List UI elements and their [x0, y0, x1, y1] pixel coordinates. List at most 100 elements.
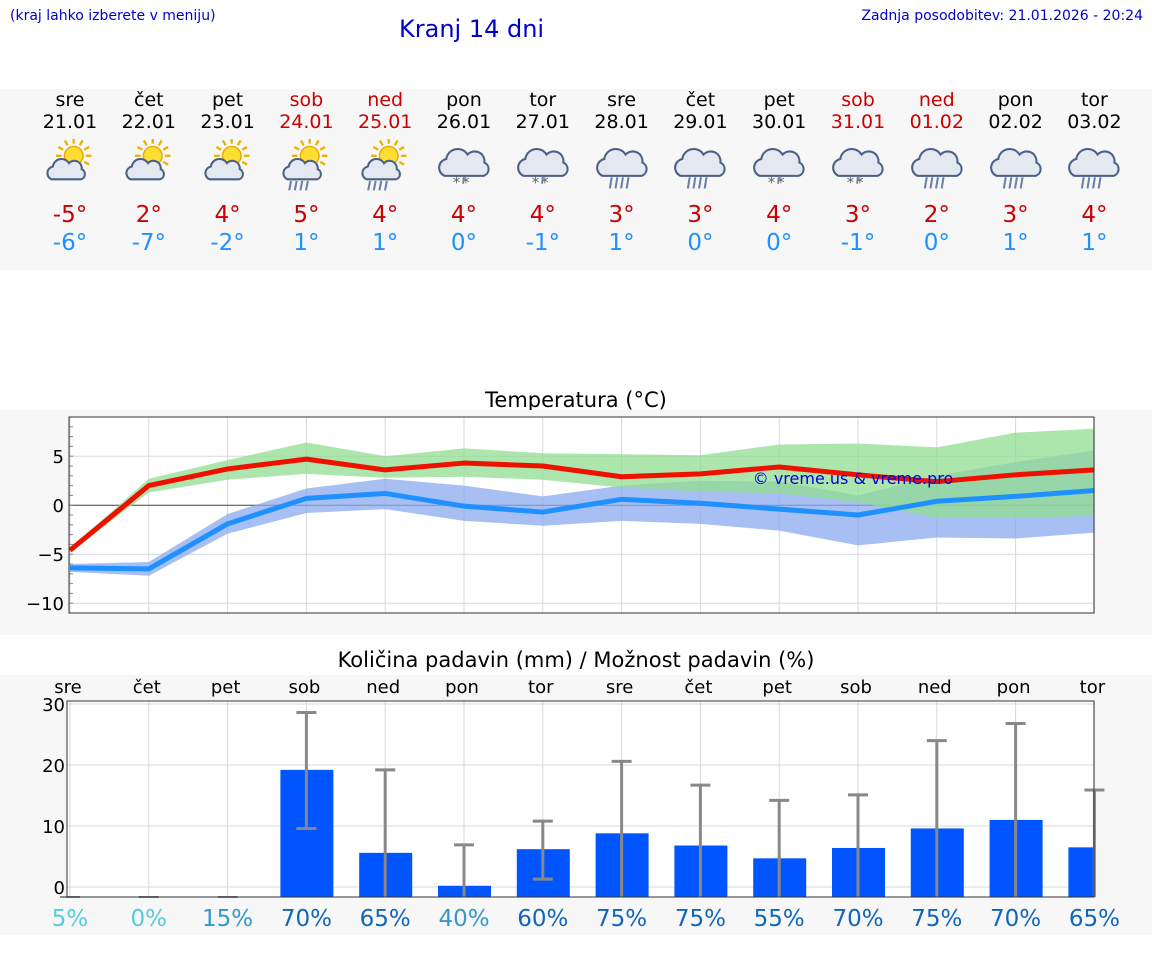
- sun-ray: [142, 139, 148, 146]
- day-date: 28.01: [594, 111, 649, 133]
- day-column: čet 22.01 2° -7°: [109, 89, 189, 257]
- temp-max: 3°: [844, 202, 872, 228]
- y-tick-label: −10: [26, 594, 64, 615]
- rain-drop: [614, 177, 618, 189]
- cloud-rain-icon: [1068, 148, 1121, 189]
- rain-drop: [305, 180, 310, 191]
- day-date: 23.01: [200, 111, 255, 133]
- rain-drop: [934, 177, 939, 189]
- cloud-rain-icon: [674, 148, 727, 189]
- day-label: pon: [445, 677, 479, 698]
- cloud-shape: [832, 148, 884, 177]
- day-date: 21.01: [42, 111, 98, 133]
- cloud-shape: [910, 148, 963, 177]
- day-date: 26.01: [436, 111, 492, 133]
- day-column: čet 29.01 3° 0°: [660, 89, 740, 257]
- day-date: 31.01: [830, 111, 886, 133]
- day-label: ned: [366, 677, 400, 698]
- day-name: tor: [1080, 89, 1108, 111]
- day-column: sre 28.01 3° 1°: [582, 89, 662, 257]
- temp-max: 4°: [450, 202, 478, 228]
- temp-max: 4°: [1081, 202, 1108, 228]
- forecast-strip: sre 21.01 -5° -6° čet 22.01 2° -7° pet 23.01 4° -2°…: [0, 89, 1152, 270]
- cloud-shape: [204, 157, 244, 181]
- day-column: sre 21.01 -5° -6°: [30, 89, 110, 257]
- rain-drop: [1092, 177, 1097, 189]
- region-hint: (kraj lahko izberete v meniju): [10, 8, 216, 24]
- sun-ray: [83, 145, 90, 151]
- rain-drop: [540, 176, 544, 184]
- cloud-shape: [361, 157, 402, 181]
- temp-min: -1°: [525, 230, 561, 256]
- temp-min: 0°: [766, 230, 793, 256]
- snow-flake: *: [532, 174, 540, 192]
- day-name: ned: [367, 89, 404, 111]
- rain-drop: [378, 180, 383, 191]
- day-date: 29.01: [673, 111, 728, 133]
- precip-probability: 70%: [990, 906, 1041, 932]
- sun-ray: [162, 145, 169, 151]
- rain-drop: [929, 177, 934, 189]
- day-name: sob: [841, 89, 875, 111]
- rain-drop: [687, 177, 692, 189]
- day-column: pet 23.01 4° -2°: [188, 89, 268, 257]
- rain-drop: [1008, 177, 1012, 189]
- precip-probability: 5%: [52, 906, 89, 932]
- rain-drop: [698, 177, 703, 189]
- day-label: pon: [997, 677, 1031, 698]
- plot-frame: [68, 416, 1095, 614]
- sun-ray: [136, 145, 143, 151]
- rain-drop: [940, 177, 945, 189]
- sun-ray: [221, 139, 227, 146]
- rain-drop: [1013, 177, 1018, 189]
- cloud-snow-icon: * *: [753, 148, 805, 192]
- temp-max: 4°: [372, 202, 399, 228]
- max-temp-line: [68, 456, 1095, 553]
- sun-ray: [241, 160, 248, 166]
- day-name: tor: [529, 89, 557, 111]
- rain-drop: [384, 180, 389, 191]
- day-date: 03.02: [1067, 111, 1122, 133]
- cloud-shape: [989, 148, 1042, 177]
- sun-ray: [83, 160, 90, 166]
- cloud-shape: [753, 148, 805, 177]
- sun-ray: [320, 145, 327, 151]
- rain-drop: [1081, 177, 1086, 189]
- y-tick-label: 20: [42, 756, 65, 777]
- temp-min: 1°: [293, 230, 320, 256]
- day-date: 02.02: [988, 111, 1043, 133]
- rain-drop: [1086, 177, 1091, 189]
- snow-flake: *: [777, 174, 785, 192]
- sun-ray: [315, 139, 321, 146]
- rain-drop: [1002, 177, 1007, 189]
- day-date: 25.01: [357, 111, 413, 133]
- cloud-rain-icon: [595, 148, 648, 189]
- temp-min: -2°: [210, 230, 245, 256]
- sun-ray: [157, 139, 163, 146]
- cloud-shape: [674, 148, 727, 177]
- temp-min: 0°: [923, 230, 950, 256]
- rain-drop: [692, 177, 697, 189]
- cloud-shape: [46, 157, 86, 181]
- precip-probability: 65%: [360, 906, 411, 932]
- day-column: sob 31.01 * * 3° -1°: [818, 89, 898, 257]
- day-label: sob: [288, 677, 320, 698]
- temp-max: 4°: [529, 202, 556, 228]
- rain-drop: [1019, 177, 1024, 189]
- precip-probability: 15%: [202, 906, 253, 932]
- temp-min: 1°: [608, 230, 635, 256]
- day-label: pet: [211, 677, 241, 698]
- cloud-shape: [595, 148, 648, 177]
- day-label: tor: [528, 677, 554, 698]
- sun-cloud-rain-icon: [361, 139, 407, 191]
- day-name: ned: [918, 89, 955, 111]
- snow-flake: *: [462, 174, 470, 192]
- precip-probability: 70%: [281, 906, 332, 932]
- sun-ray: [57, 145, 64, 151]
- day-label: sob: [840, 677, 872, 698]
- last-updated: Zadnja posodobitev: 21.01.2026 - 20:24: [861, 8, 1143, 24]
- rain-drop: [299, 180, 304, 191]
- y-tick-label: −5: [37, 545, 64, 566]
- snow-flake: *: [847, 174, 855, 192]
- sun-ray: [372, 145, 379, 151]
